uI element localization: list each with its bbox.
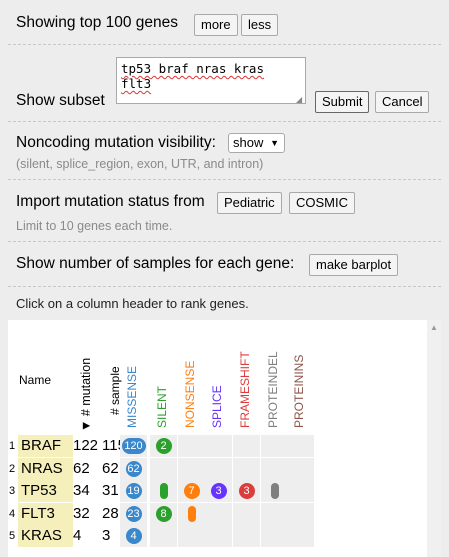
more-button[interactable]: more: [194, 14, 238, 36]
column-header-silent[interactable]: SILENT: [155, 385, 169, 428]
sample-count: 62: [102, 459, 119, 477]
cell-proteindel: [261, 502, 288, 525]
missense-count-badge[interactable]: 4: [125, 528, 142, 544]
mutation-count: 4: [73, 527, 82, 544]
sample-count: 115: [102, 437, 126, 454]
resize-grip-icon[interactable]: ◢: [296, 95, 303, 104]
row-rank: 3: [9, 485, 16, 497]
top-genes-label: Showing top 100 genes: [16, 14, 179, 31]
cell-frameshift: [233, 525, 260, 547]
sample-count: 31: [102, 482, 119, 499]
import-note: Limit to 10 genes each time.: [16, 219, 173, 233]
cell-proteindel: [261, 525, 288, 547]
top-genes-panel: Showing top 100 genes more less: [8, 0, 441, 45]
column-header-nonsense[interactable]: NONSENSE: [183, 360, 197, 428]
cell-proteinins: [287, 502, 314, 525]
pediatric-button[interactable]: Pediatric: [217, 192, 282, 214]
mutation-count: 62: [73, 459, 90, 477]
gene-name[interactable]: TP53: [18, 480, 73, 502]
cell-proteinins: [287, 480, 314, 502]
cell-proteinins: [287, 435, 314, 457]
cell-proteindel: [261, 435, 288, 457]
cell-frameshift: [233, 435, 260, 457]
nonsense-marker[interactable]: [188, 505, 196, 522]
rank-hint: Click on a column header to rank genes.: [16, 296, 249, 311]
missense-count-badge[interactable]: 23: [125, 505, 142, 522]
gene-name[interactable]: KRAS: [18, 525, 73, 547]
cell-proteindel: [261, 457, 288, 480]
table-scrollbar[interactable]: ▲: [427, 320, 441, 557]
import-panel: Import mutation status from Pediatric CO…: [8, 180, 441, 242]
textarea-line-2: flt3: [121, 76, 152, 91]
cell-silent: [150, 525, 177, 547]
cell-frameshift: [233, 502, 260, 525]
column-header-missense[interactable]: MISSENSE: [125, 365, 139, 428]
row-rank: 1: [9, 440, 16, 452]
gene-name[interactable]: FLT3: [18, 502, 73, 525]
row-rank: 2: [9, 462, 16, 475]
column-header-proteindel[interactable]: PROTEINDEL: [266, 351, 280, 428]
cell-proteinins: [287, 457, 314, 480]
silent-marker[interactable]: [160, 483, 168, 499]
cell-splice: [205, 525, 232, 547]
missense-count-badge[interactable]: 62: [125, 460, 142, 477]
noncoding-selected-value: show: [233, 135, 264, 150]
row-rank: 4: [9, 507, 16, 520]
cosmic-button[interactable]: COSMIC: [289, 192, 355, 214]
missense-count-badge[interactable]: 19: [125, 483, 142, 499]
samples-label: Show number of samples for each gene:: [16, 255, 295, 272]
sample-count: 3: [102, 527, 111, 544]
mutation-count: 32: [73, 504, 90, 522]
cell-splice: [205, 457, 232, 480]
noncoding-note: (silent, splice_region, exon, UTR, and i…: [16, 157, 264, 171]
subset-label: Show subset: [16, 92, 105, 109]
barplot-panel: Show number of samples for each gene: ma…: [8, 242, 441, 287]
nonsense-count-badge[interactable]: 7: [183, 483, 200, 499]
name-column-header[interactable]: Name: [19, 373, 52, 387]
dropdown-arrow-icon: ▼: [270, 138, 279, 148]
mutation-count: 122: [73, 437, 99, 454]
frameshift-count-badge[interactable]: 3: [238, 483, 255, 499]
row-rank: 5: [9, 530, 16, 542]
cell-frameshift: [233, 457, 260, 480]
column-header-splice[interactable]: SPLICE: [210, 385, 224, 428]
make-barplot-button[interactable]: make barplot: [309, 254, 399, 276]
submit-button[interactable]: Submit: [315, 91, 370, 113]
noncoding-visibility-select[interactable]: show ▼: [228, 133, 285, 153]
less-button[interactable]: less: [241, 14, 279, 36]
cell-splice: [205, 502, 232, 525]
cell-nonsense: [178, 457, 205, 480]
cell-proteinins: [287, 525, 314, 547]
column-header-frameshift[interactable]: FRAMESHIFT: [238, 351, 252, 428]
cell-splice: [205, 435, 232, 457]
cell-nonsense: [178, 525, 205, 547]
mutation-count: 34: [73, 482, 90, 499]
gene-name[interactable]: NRAS: [18, 457, 73, 480]
gene-name[interactable]: BRAF: [18, 435, 73, 457]
textarea-line-1: tp53 braf nras kras: [121, 61, 264, 76]
splice-count-badge[interactable]: 3: [210, 483, 227, 499]
import-label: Import mutation status from: [16, 193, 205, 210]
mutation-column-header[interactable]: ▼ # mutation: [79, 357, 93, 432]
silent-count-badge[interactable]: 8: [155, 505, 172, 522]
gene-table: Name ▼ # mutation # sample MISSENSE SILEN…: [8, 320, 427, 557]
cell-nonsense: [178, 435, 205, 457]
scroll-up-arrow-icon[interactable]: ▲: [430, 323, 438, 332]
subset-panel: tp53 braf nras kras flt3 ◢ Show subset S…: [8, 45, 441, 122]
column-header-proteinins[interactable]: PROTEININS: [292, 354, 306, 428]
cancel-button[interactable]: Cancel: [375, 91, 430, 113]
cell-silent: [150, 457, 177, 480]
proteindel-marker[interactable]: [271, 483, 279, 499]
noncoding-panel: Noncoding mutation visibility: show ▼ (s…: [8, 122, 441, 180]
sample-count: 28: [102, 504, 119, 522]
silent-count-badge[interactable]: 2: [155, 438, 172, 454]
missense-count-badge[interactable]: 120: [121, 438, 146, 454]
gene-subset-textarea[interactable]: tp53 braf nras kras flt3: [116, 57, 306, 104]
sample-column-header[interactable]: # sample: [108, 366, 122, 415]
noncoding-label: Noncoding mutation visibility:: [16, 134, 216, 151]
